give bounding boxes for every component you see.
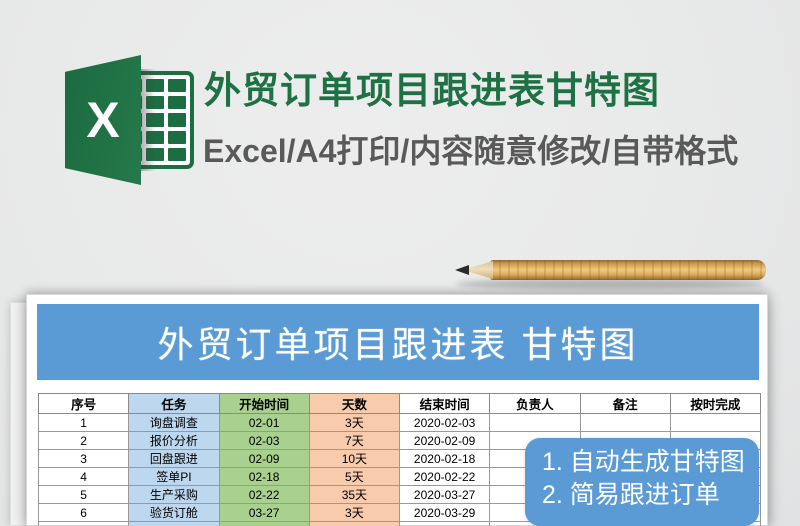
callout-line: 1. 自动生成甘特图 <box>542 448 745 476</box>
table-cell <box>579 413 671 432</box>
table-cell: 02-03 <box>218 431 310 450</box>
excel-logo-icon: X <box>60 55 196 185</box>
table-cell: 02-01 <box>218 413 310 432</box>
table-cell <box>218 521 310 526</box>
pencil-graphite-tip <box>455 265 469 275</box>
table-cell: 5 <box>37 485 130 504</box>
column-header: 任务 <box>128 393 220 414</box>
table-cell: 报价分析 <box>128 431 220 450</box>
logo-fold-shadow <box>136 69 156 171</box>
table-cell: 3天 <box>308 503 401 522</box>
column-header: 天数 <box>308 393 401 414</box>
excel-x-letter: X <box>86 92 120 148</box>
table-cell: 回盘跟进 <box>128 449 220 468</box>
table-cell: 3天 <box>308 413 401 432</box>
table-cell: 7天 <box>308 431 401 450</box>
table-cell: 2020-02-03 <box>398 413 491 432</box>
gantt-table-header: 序号 任务 开始时间 天数 结束时间 负责人 备注 按时完成 <box>37 393 762 414</box>
table-cell: 02-18 <box>218 467 310 486</box>
table-cell: 2020-02-09 <box>398 431 491 450</box>
callout-line: 2. 简易跟进订单 <box>542 481 720 509</box>
table-row: 1 询盘调查 02-01 3天 2020-02-03 <box>37 413 762 432</box>
pencil-image <box>450 255 770 295</box>
table-cell: 6 <box>37 503 130 522</box>
table-cell: 2020-02-18 <box>398 449 491 468</box>
feature-callout: 1. 自动生成甘特图 2. 简易跟进订单 <box>525 438 759 526</box>
product-title: 外贸订单项目跟进表甘特图 <box>204 70 660 111</box>
table-cell: 03-27 <box>218 503 310 522</box>
table-cell: 10天 <box>308 449 401 468</box>
excel-cover-panel: X <box>65 55 141 185</box>
header-row: 序号 任务 开始时间 天数 结束时间 负责人 备注 按时完成 <box>37 393 762 414</box>
table-cell: 02-22 <box>218 485 310 504</box>
table-cell: 35天 <box>308 485 401 504</box>
table-cell: 2020-02-22 <box>398 467 491 486</box>
worksheet-title: 外贸订单项目跟进表 甘特图 <box>157 324 639 365</box>
table-cell <box>398 521 491 526</box>
column-header: 序号 <box>37 393 130 414</box>
table-cell <box>308 521 401 526</box>
table-cell: 生产采购 <box>128 485 220 504</box>
table-cell: 签单PI <box>128 467 220 486</box>
column-header: 备注 <box>579 393 671 414</box>
column-header: 负责人 <box>489 393 581 414</box>
column-header: 按时完成 <box>669 393 762 414</box>
pencil-body <box>490 260 766 280</box>
table-cell: 验货订舱 <box>128 503 220 522</box>
table-cell: 5天 <box>308 467 401 486</box>
product-subtitle: Excel/A4打印/内容随意修改/自带格式 <box>203 133 739 169</box>
table-cell <box>37 521 130 526</box>
table-cell: 询盘调查 <box>128 413 220 432</box>
table-cell: 2020-03-27 <box>398 485 491 504</box>
column-header: 结束时间 <box>398 393 491 414</box>
column-header: 开始时间 <box>218 393 310 414</box>
table-cell: 02-09 <box>218 449 310 468</box>
worksheet-title-banner: 外贸订单项目跟进表 甘特图 <box>37 304 759 380</box>
table-cell <box>489 413 581 432</box>
table-cell: 1 <box>37 413 130 432</box>
table-cell <box>128 521 220 526</box>
table-cell: 2 <box>37 431 130 450</box>
table-cell: 3 <box>37 449 130 468</box>
table-cell: 2020-03-29 <box>398 503 491 522</box>
pencil-shadow <box>456 279 764 289</box>
table-cell <box>669 413 762 432</box>
table-cell: 4 <box>37 467 130 486</box>
